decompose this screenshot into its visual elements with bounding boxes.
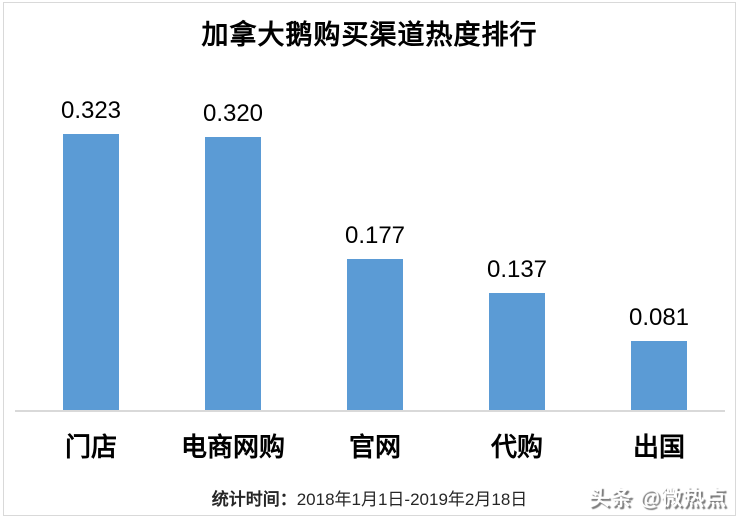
bar-column: 0.081 [588,60,730,410]
category-axis: 门店 电商网购 官网 代购 出国 [20,427,730,464]
bar-value-label: 0.137 [486,256,548,283]
x-axis-line [15,410,725,412]
category-label: 出国 [632,432,685,462]
watermark: 头条 @微热点 [588,487,727,510]
bar [63,134,119,410]
category-label: 官网 [348,432,401,462]
bar-column: 0.137 [446,60,588,410]
bar [631,341,687,410]
category-label: 门店 [64,432,117,462]
bar-column: 0.177 [304,60,446,410]
bar-value-label: 0.177 [344,222,406,249]
bar [347,259,403,410]
bar-value-label: 0.323 [60,97,122,124]
bar [205,137,261,410]
category-label: 电商网购 [180,432,285,462]
plot-area: 0.323 0.320 0.177 0.137 0.081 [20,60,730,410]
bar-value-label: 0.320 [202,100,264,127]
stat-time-label: 统计时间： [211,490,297,509]
stat-time-range: 2018年1月1日-2019年2月18日 [296,490,528,509]
bar-value-label: 0.081 [628,304,690,331]
chart-title: 加拿大鹅购买渠道热度排行 [201,20,538,50]
stat-time-footer: 统计时间：2018年1月1日-2019年2月18日 [0,485,739,510]
category-label: 代购 [490,432,543,462]
bar [489,293,545,410]
bar-column: 0.320 [162,60,304,410]
bar-column: 0.323 [20,60,162,410]
